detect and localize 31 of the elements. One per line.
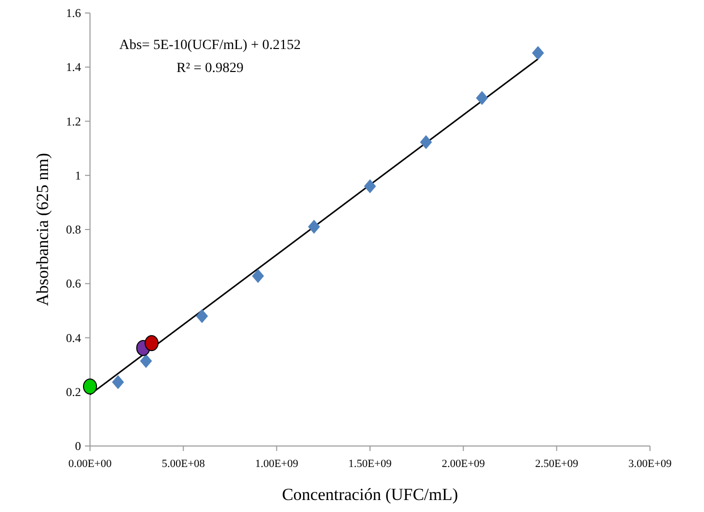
x-tick-label: 2.00E+09 — [442, 458, 486, 470]
y-tick-label: 0.4 — [66, 330, 81, 345]
point — [196, 309, 208, 324]
x-tick-label: 2.50E+09 — [535, 458, 579, 470]
point — [364, 179, 376, 194]
y-tick-label: 0.8 — [66, 222, 81, 236]
y-tick-label: 1.6 — [66, 6, 81, 20]
point — [140, 354, 152, 368]
x-axis-title: Concentración (UFC/mL) — [282, 485, 458, 504]
point — [252, 269, 264, 284]
point — [420, 135, 432, 150]
x-tick-label: 1.00E+09 — [255, 458, 299, 470]
point — [308, 220, 320, 234]
point — [144, 335, 159, 352]
y-tick-label: 0 — [75, 439, 81, 453]
y-tick-label: 0.6 — [66, 276, 81, 291]
point — [532, 46, 544, 60]
point — [112, 375, 124, 390]
annotation: R² = 0.9829 — [176, 61, 244, 76]
annotation: Abs= 5E-10(UCF/mL) + 0.2152 — [119, 38, 301, 53]
x-tick-label: 0.00E+00 — [68, 458, 112, 470]
point — [476, 90, 488, 105]
x-tick-label: 1.50E+09 — [348, 458, 392, 470]
y-tick-label: 1.4 — [66, 60, 81, 74]
y-axis-title: Absorbancia (625 nm) — [33, 153, 52, 306]
point — [83, 378, 97, 394]
y-tick-label: 1 — [75, 168, 81, 182]
x-tick-label: 3.00E+09 — [628, 458, 672, 470]
y-tick-label: 1.2 — [66, 114, 81, 128]
y-tick-label: 0.2 — [66, 384, 81, 399]
x-tick-label: 5.00E+08 — [162, 458, 206, 470]
